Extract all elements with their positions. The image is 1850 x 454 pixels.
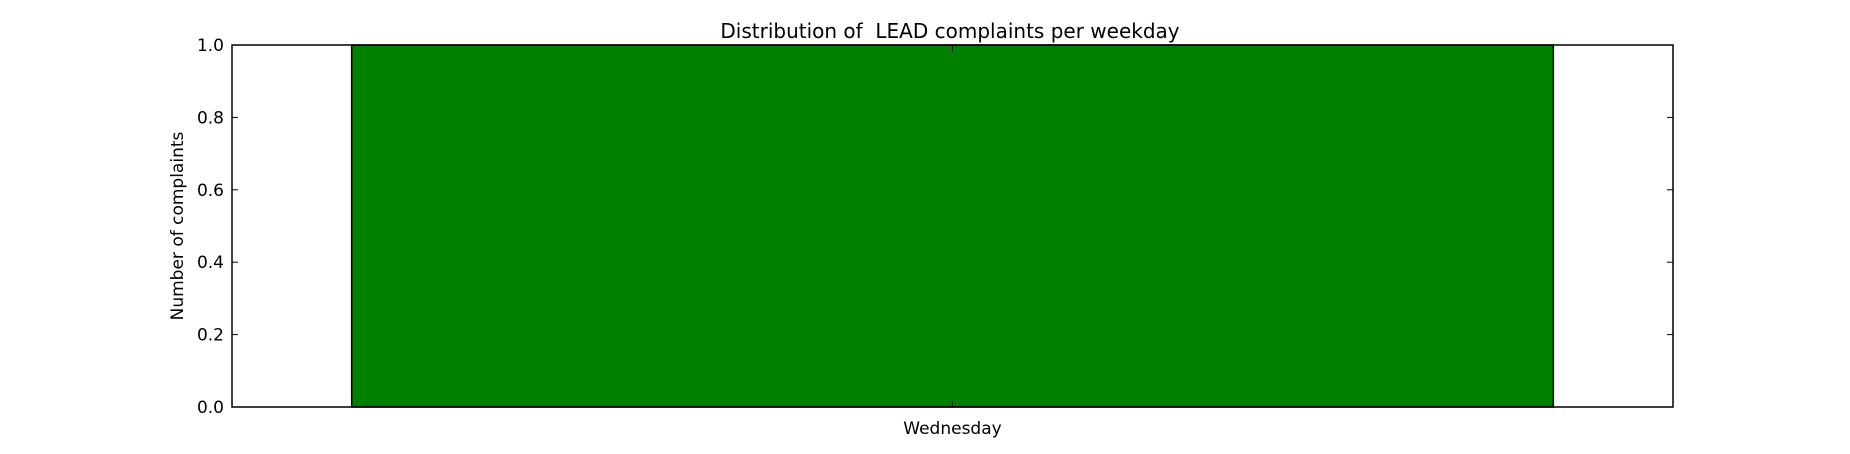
y-tick-label: 0.6 (197, 181, 224, 201)
y-axis-label: Number of complaints (168, 131, 188, 320)
bars-layer (350, 44, 1555, 408)
x-tick-label: Wednesday (903, 419, 1001, 439)
y-axis-ticks: 0.0 0.2 0.4 0.6 0.8 1.0 (197, 36, 1673, 418)
chart-title: Distribution of LEAD complaints per week… (720, 19, 1179, 43)
y-tick-label: 0.0 (197, 398, 224, 418)
bar-wednesday (350, 44, 1555, 408)
y-tick-label: 1.0 (197, 36, 224, 56)
y-tick-label: 0.2 (197, 326, 224, 346)
y-tick-label: 0.8 (197, 108, 224, 128)
x-axis-ticks: Wednesday (903, 45, 1002, 439)
y-tick-label: 0.4 (197, 253, 224, 273)
